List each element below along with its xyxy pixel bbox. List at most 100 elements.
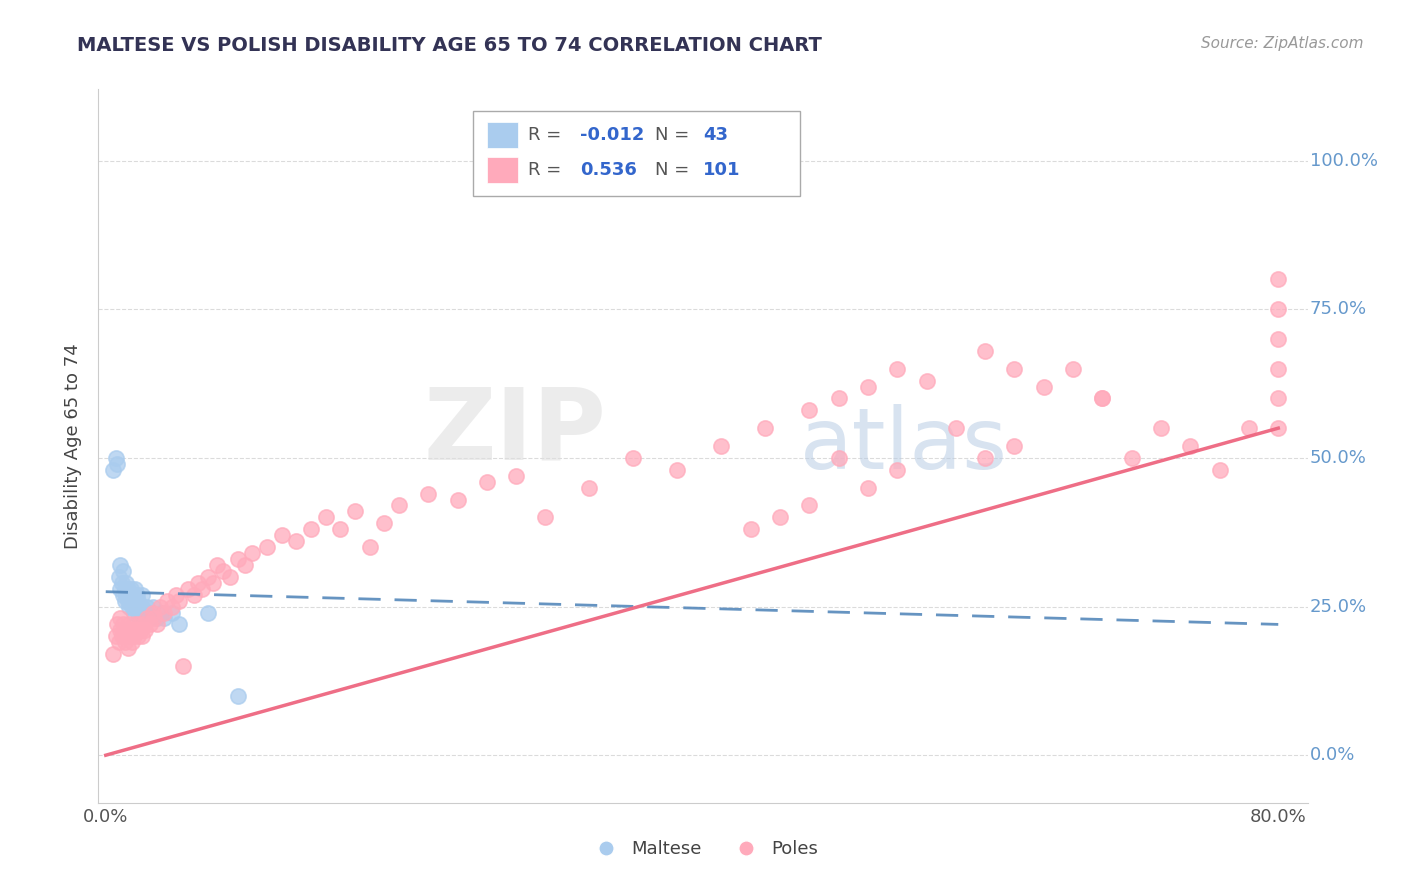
Point: [146, 611, 169, 625]
Point: [142, 606, 165, 620]
Point: [1004, 439, 1026, 453]
Point: [1062, 361, 1084, 376]
Point: [127, 593, 149, 607]
Point: [101, 463, 124, 477]
FancyBboxPatch shape: [486, 122, 517, 148]
Legend: Maltese, Poles: Maltese, Poles: [581, 833, 825, 865]
Point: [1150, 421, 1173, 435]
Point: [111, 629, 134, 643]
Point: [120, 629, 142, 643]
Point: [945, 421, 967, 435]
Point: [125, 599, 148, 614]
Point: [112, 588, 135, 602]
Point: [110, 558, 132, 572]
Point: [131, 629, 153, 643]
Point: [219, 570, 242, 584]
Point: [117, 641, 139, 656]
Point: [226, 689, 249, 703]
Point: [117, 624, 139, 638]
Text: R =: R =: [527, 161, 567, 178]
Point: [183, 588, 205, 602]
Point: [120, 593, 142, 607]
Point: [1267, 421, 1289, 435]
Point: [124, 617, 146, 632]
Point: [856, 379, 879, 393]
Point: [343, 504, 366, 518]
Point: [666, 463, 689, 477]
Point: [827, 392, 849, 406]
Point: [112, 617, 135, 632]
Point: [135, 611, 157, 625]
Text: 43: 43: [703, 126, 728, 144]
Point: [329, 522, 352, 536]
Point: [299, 522, 322, 536]
Text: N =: N =: [655, 126, 695, 144]
Point: [256, 540, 278, 554]
Point: [108, 635, 131, 649]
Point: [740, 522, 762, 536]
Point: [129, 606, 152, 620]
Point: [132, 617, 155, 632]
Y-axis label: Disability Age 65 to 74: Disability Age 65 to 74: [65, 343, 83, 549]
Point: [138, 617, 160, 632]
Text: 25.0%: 25.0%: [1310, 598, 1367, 615]
Point: [1091, 392, 1114, 406]
Point: [886, 361, 908, 376]
Text: 101: 101: [703, 161, 741, 178]
Point: [125, 588, 148, 602]
Point: [915, 374, 938, 388]
Point: [212, 564, 235, 578]
Point: [799, 403, 821, 417]
Point: [101, 647, 124, 661]
Point: [285, 534, 308, 549]
Text: atlas: atlas: [800, 404, 1008, 488]
Point: [1267, 361, 1289, 376]
FancyBboxPatch shape: [474, 111, 800, 196]
Text: ZIP: ZIP: [423, 384, 606, 480]
Point: [105, 629, 128, 643]
Point: [1208, 463, 1230, 477]
Point: [156, 593, 179, 607]
Point: [117, 582, 139, 596]
Point: [167, 593, 190, 607]
Point: [112, 564, 135, 578]
Point: [149, 599, 172, 614]
Point: [114, 593, 136, 607]
Point: [160, 599, 183, 614]
Point: [105, 450, 128, 465]
Point: [122, 606, 145, 620]
Point: [131, 588, 153, 602]
Point: [121, 635, 143, 649]
Point: [799, 499, 821, 513]
Point: [197, 606, 219, 620]
Point: [205, 558, 228, 572]
Point: [754, 421, 776, 435]
Point: [177, 582, 200, 596]
Point: [201, 575, 224, 590]
Point: [118, 617, 141, 632]
Point: [150, 606, 173, 620]
Point: [118, 599, 141, 614]
Point: [128, 617, 150, 632]
Point: [621, 450, 644, 465]
Point: [153, 606, 176, 620]
Point: [160, 606, 183, 620]
Point: [534, 510, 557, 524]
Point: [128, 599, 150, 614]
Point: [146, 617, 169, 632]
Point: [505, 468, 527, 483]
Point: [118, 588, 141, 602]
Point: [124, 593, 146, 607]
Point: [197, 570, 219, 584]
Point: [373, 516, 395, 531]
Point: [131, 599, 153, 614]
Point: [127, 629, 149, 643]
Point: [143, 611, 166, 625]
Text: R =: R =: [527, 126, 567, 144]
Point: [107, 457, 129, 471]
Point: [108, 570, 131, 584]
Point: [129, 624, 152, 638]
Point: [1267, 302, 1289, 317]
Point: [114, 582, 136, 596]
Text: 100.0%: 100.0%: [1310, 152, 1378, 169]
